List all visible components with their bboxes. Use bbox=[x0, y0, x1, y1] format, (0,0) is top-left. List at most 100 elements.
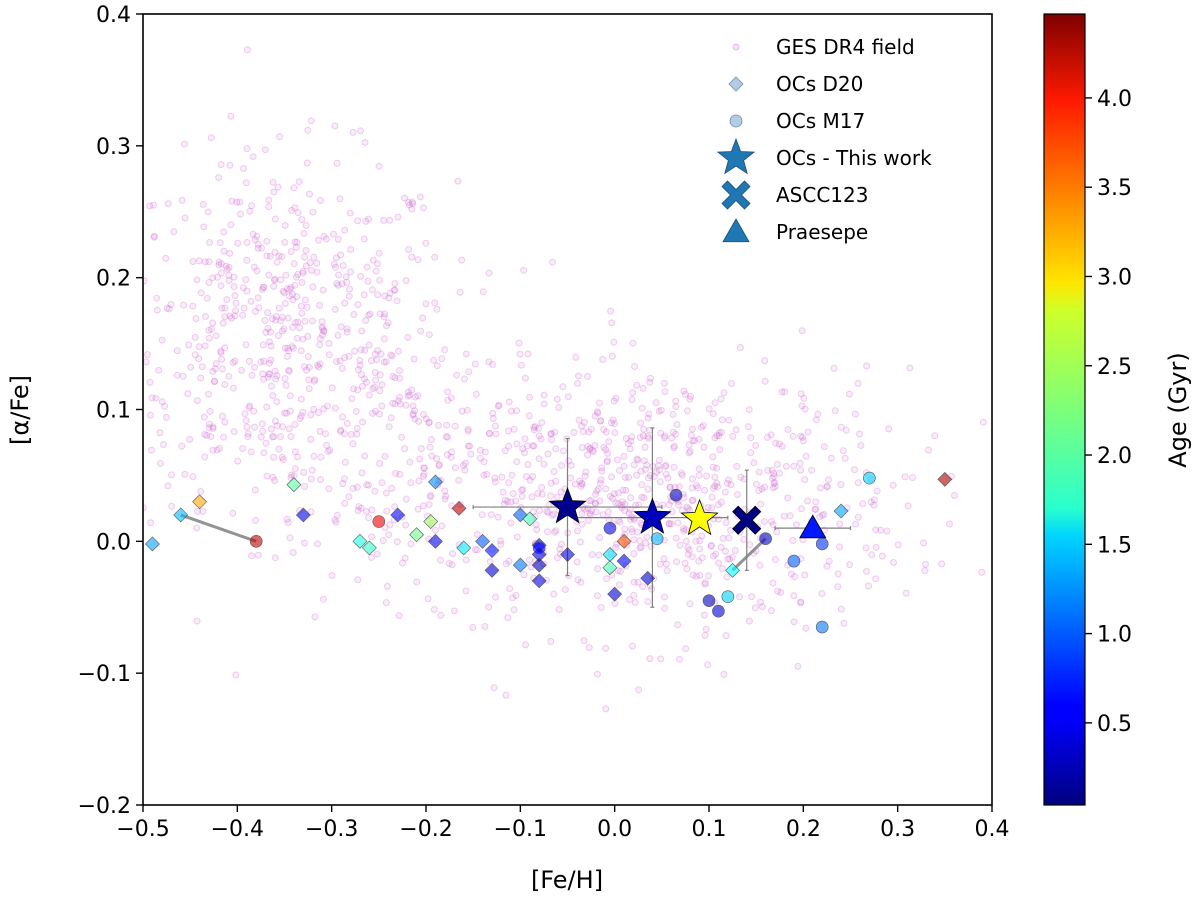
field-point bbox=[502, 560, 510, 568]
ocs-m17-marker bbox=[712, 604, 725, 618]
field-point bbox=[337, 323, 345, 331]
field-point bbox=[147, 411, 154, 419]
field-point bbox=[723, 573, 731, 581]
field-point bbox=[555, 606, 563, 613]
field-point bbox=[287, 248, 295, 256]
field-point bbox=[296, 324, 303, 332]
field-point bbox=[420, 464, 428, 472]
field-point bbox=[552, 445, 560, 453]
field-point bbox=[294, 270, 302, 278]
field-point bbox=[205, 326, 213, 334]
field-point bbox=[414, 256, 422, 264]
field-point bbox=[587, 496, 595, 504]
field-point bbox=[211, 365, 219, 373]
field-point bbox=[752, 480, 760, 488]
field-point bbox=[705, 405, 713, 413]
field-point bbox=[242, 417, 250, 425]
field-point bbox=[770, 470, 778, 477]
field-point bbox=[473, 531, 481, 538]
field-point bbox=[296, 414, 304, 422]
field-point bbox=[353, 424, 361, 432]
field-point bbox=[301, 296, 309, 304]
field-point bbox=[207, 433, 215, 440]
field-point bbox=[513, 458, 521, 466]
field-point bbox=[214, 273, 221, 281]
field-point bbox=[640, 425, 648, 433]
field-point bbox=[550, 510, 557, 518]
y-tick-label: −0.2 bbox=[78, 794, 131, 819]
x-tick-label: 0.0 bbox=[597, 817, 632, 842]
field-point bbox=[729, 432, 737, 440]
field-point bbox=[210, 378, 218, 386]
field-point bbox=[221, 344, 229, 352]
field-point bbox=[614, 567, 622, 575]
field-point bbox=[209, 424, 217, 432]
field-point bbox=[197, 487, 205, 495]
field-point bbox=[825, 557, 833, 565]
field-point bbox=[617, 567, 624, 575]
field-point bbox=[691, 437, 699, 445]
field-point bbox=[289, 344, 297, 352]
field-point bbox=[335, 271, 343, 279]
field-point bbox=[411, 393, 419, 401]
field-point bbox=[133, 219, 139, 225]
praesepe-marker bbox=[799, 514, 827, 539]
field-point bbox=[339, 262, 347, 269]
ocs-this-work-marker bbox=[680, 498, 719, 536]
field-point bbox=[715, 559, 723, 567]
field-point bbox=[699, 422, 707, 430]
field-point bbox=[597, 476, 605, 484]
field-point bbox=[513, 533, 521, 541]
field-point bbox=[549, 258, 556, 266]
field-point bbox=[718, 565, 726, 573]
field-point bbox=[550, 468, 558, 475]
field-point bbox=[244, 433, 252, 441]
field-point bbox=[363, 481, 371, 489]
field-point bbox=[290, 184, 298, 192]
field-point bbox=[411, 415, 419, 423]
field-point bbox=[316, 360, 324, 368]
field-point bbox=[710, 552, 717, 560]
field-point bbox=[315, 236, 322, 244]
field-point bbox=[268, 315, 276, 323]
field-point bbox=[354, 301, 362, 309]
field-point bbox=[272, 417, 279, 425]
field-point bbox=[217, 269, 225, 277]
field-point bbox=[180, 301, 188, 309]
field-point bbox=[291, 204, 299, 212]
field-point bbox=[747, 449, 755, 457]
field-point bbox=[294, 453, 301, 461]
legend-symbol bbox=[716, 137, 756, 175]
field-point bbox=[642, 466, 649, 473]
field-point bbox=[181, 214, 189, 222]
field-point bbox=[744, 423, 752, 431]
field-point bbox=[628, 433, 636, 441]
field-point bbox=[510, 425, 518, 433]
field-point bbox=[696, 571, 704, 579]
field-point bbox=[489, 409, 497, 417]
field-point bbox=[747, 434, 755, 442]
field-point bbox=[644, 434, 652, 442]
field-point bbox=[837, 423, 845, 431]
field-point bbox=[814, 410, 822, 418]
field-point bbox=[448, 448, 456, 456]
field-point bbox=[438, 522, 446, 530]
field-point bbox=[711, 399, 719, 407]
field-point bbox=[462, 587, 470, 595]
field-point bbox=[382, 358, 390, 366]
field-point bbox=[938, 560, 946, 568]
field-point bbox=[121, 390, 127, 396]
field-point bbox=[709, 484, 717, 492]
ocs-d20-marker bbox=[192, 494, 208, 510]
field-point bbox=[646, 378, 654, 386]
field-point bbox=[461, 466, 469, 474]
field-point bbox=[890, 559, 897, 566]
field-point bbox=[260, 449, 268, 457]
field-point bbox=[701, 580, 709, 588]
field-point bbox=[405, 391, 413, 399]
field-point bbox=[635, 501, 643, 509]
field-point bbox=[818, 590, 826, 597]
legend-symbol bbox=[722, 218, 750, 243]
field-point bbox=[333, 511, 341, 519]
cluster-connectors bbox=[180, 513, 767, 572]
